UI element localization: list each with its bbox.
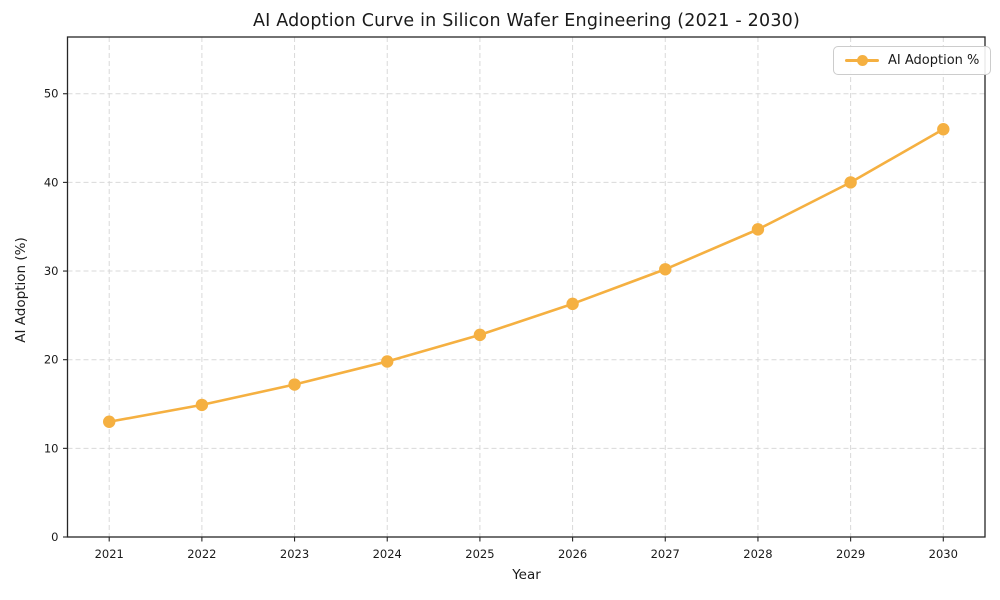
legend-entry-label: AI Adoption % [888,53,980,68]
data-point-2022 [195,398,209,412]
y-tick-label-30: 30 [44,264,59,278]
data-point-2024 [381,355,394,368]
x-tick-label-2028: 2028 [743,547,772,561]
data-point-2026 [566,297,579,311]
plot-border [66,36,986,538]
x-tick-label-2021: 2021 [95,547,124,561]
data-point-2023 [288,378,301,391]
y-tick-label-0: 0 [51,530,58,544]
x-tick-label-2026: 2026 [558,547,587,561]
data-point-2029 [844,176,857,189]
data-point-2030 [937,122,950,136]
y-tick-label-20: 20 [44,353,59,367]
y-tick-label-10: 10 [44,441,59,455]
y-tick-label-40: 40 [44,175,59,189]
data-point-2028 [751,223,765,236]
x-axis-label: Year [512,567,541,583]
x-tick-label-2023: 2023 [280,547,309,561]
y-axis-label: AI Adoption (%) [13,237,29,343]
x-tick-label-2030: 2030 [929,547,958,561]
x-tick-label-2025: 2025 [465,547,494,561]
y-tick-label-50: 50 [44,87,59,101]
x-tick-label-2024: 2024 [373,547,402,561]
x-tick-label-2022: 2022 [187,547,216,561]
x-tick-label-2027: 2027 [651,547,680,561]
legend-line-marker-icon [845,55,879,67]
data-point-2027 [659,263,672,276]
x-tick-label-2029: 2029 [836,547,865,561]
legend-marker-swatch [856,55,868,66]
chart-title: AI Adoption Curve in Silicon Wafer Engin… [252,11,801,31]
legend: AI Adoption % [833,46,992,75]
data-point-2025 [473,328,487,342]
data-point-2021 [103,415,116,428]
trend-line [107,127,945,424]
